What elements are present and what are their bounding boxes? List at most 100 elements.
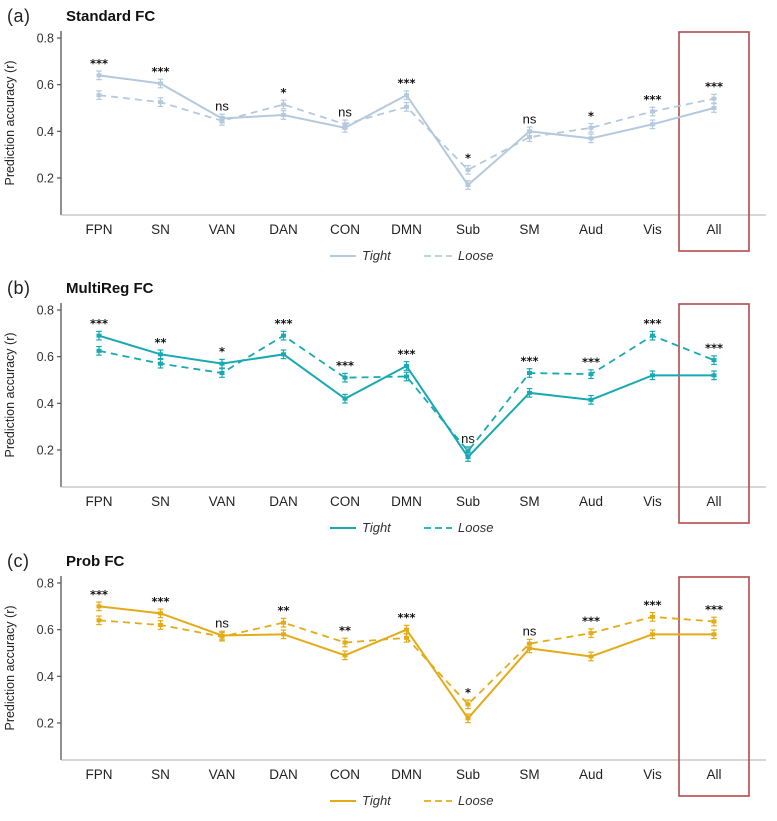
significance-label: ns <box>461 431 475 446</box>
x-category-label: Sub <box>456 767 480 782</box>
panel-a-title: Standard FC <box>66 8 156 25</box>
panel-a: (a) Standard FC 0.2 0.4 0.6 0.8 Prediction a… <box>0 0 777 272</box>
legend-label-tight: Tight <box>362 248 392 263</box>
x-category-label: Vis <box>643 767 662 782</box>
data-point-marker <box>219 361 225 366</box>
data-point-marker <box>158 81 163 86</box>
highlight-box <box>678 31 750 252</box>
data-point-marker <box>96 333 102 338</box>
y-tick-label: 0.4 <box>37 670 54 684</box>
significance-label: *** <box>643 92 661 106</box>
significance-label: ns <box>523 624 537 639</box>
data-point-marker <box>527 135 532 140</box>
x-category-label: CON <box>330 222 360 237</box>
significance-label: *** <box>274 317 292 331</box>
x-category-label: SM <box>519 222 539 237</box>
plot-prob-fc: 0.2 0.4 0.6 0.8 Prediction accuracy (r) FPN SN… <box>3 576 766 808</box>
data-point-marker <box>465 716 471 721</box>
significance-label: *** <box>520 354 538 368</box>
y-axis-title: Prediction accuracy (r) <box>3 60 17 185</box>
significance-label: *** <box>705 341 723 355</box>
data-point-marker <box>465 449 471 454</box>
x-category-label: VAN <box>209 494 236 509</box>
data-point-marker <box>342 122 348 127</box>
legend-label-loose: Loose <box>458 520 493 535</box>
x-category-label: VAN <box>209 222 236 237</box>
data-point-marker <box>527 129 532 134</box>
panel-c-title: Prob FC <box>66 553 125 570</box>
y-tick-label: 0.8 <box>37 32 54 46</box>
data-point-marker <box>527 370 532 375</box>
data-point-marker <box>96 93 102 98</box>
significance-label: *** <box>582 355 600 369</box>
data-point-marker <box>342 396 348 401</box>
significance-label: *** <box>643 598 661 612</box>
data-point-marker <box>465 454 471 459</box>
y-tick-label: 0.2 <box>37 716 54 730</box>
x-category-label: DAN <box>269 494 298 509</box>
significance-label: ns <box>523 111 537 126</box>
data-point-marker <box>158 611 163 616</box>
highlight-box <box>678 576 750 797</box>
x-category-label: All <box>706 767 721 782</box>
significance-label: * <box>219 345 225 359</box>
significance-label: *** <box>151 594 169 608</box>
x-category-label: Vis <box>643 494 662 509</box>
x-category-label: CON <box>330 494 360 509</box>
panel-c-header: (c) Prob FC <box>0 549 777 573</box>
data-point-marker <box>650 109 655 114</box>
significance-label: * <box>588 109 594 123</box>
data-point-marker <box>527 641 532 646</box>
data-point-marker <box>342 653 348 658</box>
x-category-label: Sub <box>456 222 480 237</box>
significance-label: ** <box>277 604 289 618</box>
x-category-label: FPN <box>86 767 113 782</box>
x-category-label: Aud <box>579 222 603 237</box>
data-point-marker <box>158 100 163 105</box>
data-point-marker <box>588 125 594 130</box>
y-tick-label: 0.2 <box>37 171 54 185</box>
x-category-label: SM <box>519 494 539 509</box>
x-category-label: All <box>706 494 721 509</box>
data-point-marker <box>281 102 286 107</box>
data-point-marker <box>650 122 655 127</box>
significance-label: ** <box>339 623 351 637</box>
y-tick-label: 0.4 <box>37 125 54 139</box>
significance-label: *** <box>705 602 723 616</box>
data-point-marker <box>527 390 532 395</box>
significance-label: *** <box>90 587 108 601</box>
significance-label: ns <box>215 615 229 630</box>
significance-label: *** <box>397 76 415 90</box>
x-category-label: DAN <box>269 767 298 782</box>
significance-label: *** <box>643 317 661 331</box>
panel-c: (c) Prob FC 0.2 0.4 0.6 0.8 Prediction accur… <box>0 545 777 821</box>
series-line-loose <box>98 334 715 453</box>
data-point-marker <box>588 372 594 377</box>
panel-b-header: (b) MultiReg FC <box>0 276 777 300</box>
data-point-marker <box>588 654 594 659</box>
x-category-label: DMN <box>391 222 422 237</box>
significance-label: ** <box>154 335 166 349</box>
data-point-marker <box>404 627 409 632</box>
data-point-marker <box>281 352 286 357</box>
legend-label-loose: Loose <box>458 793 493 808</box>
x-category-label: SN <box>151 767 170 782</box>
data-point-marker <box>711 373 717 378</box>
data-point-marker <box>404 635 409 640</box>
significance-label: *** <box>90 317 108 331</box>
significance-label: *** <box>336 359 354 373</box>
data-point-marker <box>342 640 348 645</box>
data-point-marker <box>219 634 225 639</box>
x-category-label: SN <box>151 494 170 509</box>
x-category-label: DAN <box>269 222 298 237</box>
data-point-marker <box>650 632 655 637</box>
data-point-marker <box>650 614 655 619</box>
data-point-marker <box>404 363 409 368</box>
data-point-marker <box>342 375 348 380</box>
x-category-label: DMN <box>391 494 422 509</box>
data-point-marker <box>404 374 409 379</box>
data-point-marker <box>158 622 163 627</box>
data-point-marker <box>281 620 286 625</box>
plot-multireg-fc: 0.2 0.4 0.6 0.8 Prediction accuracy (r) FPN SN… <box>3 303 766 535</box>
